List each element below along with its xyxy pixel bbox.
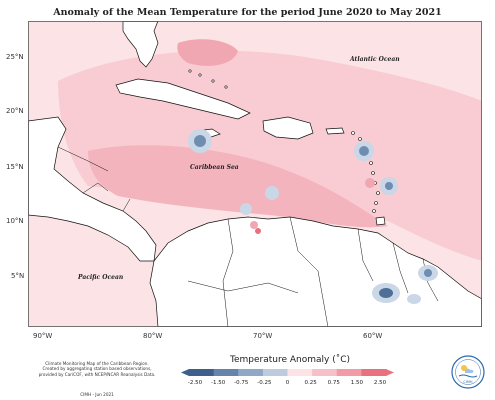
legend-tick-label: 0 bbox=[286, 380, 290, 386]
lat-label-20: 20°N bbox=[6, 107, 24, 115]
legend-arrow-low bbox=[181, 369, 189, 376]
legend-tick-label: 0.25 bbox=[305, 380, 318, 386]
legend-swatch bbox=[312, 369, 338, 376]
lon-label-80: 80°W bbox=[143, 332, 163, 340]
lat-label-5: 5°N bbox=[11, 272, 25, 280]
legend-tick-label: 2.50 bbox=[374, 380, 387, 386]
lon-label-60: 60°W bbox=[363, 332, 383, 340]
legend-tick-label: 1.50 bbox=[351, 380, 364, 386]
map-frame bbox=[28, 21, 482, 327]
legend-ticks: -2.50 -1.50 -0.75 -0.25 0 0.25 0.75 1.50 2.50 bbox=[188, 380, 387, 386]
credits-stamp: CIMH - Jun 2021 bbox=[80, 392, 114, 397]
map-title: Anomaly of the Mean Temperature for the … bbox=[53, 7, 442, 18]
legend-tick-label: -0.25 bbox=[257, 380, 272, 386]
atlantic-label: Atlantic Ocean bbox=[349, 56, 400, 63]
legend-swatch bbox=[287, 369, 313, 376]
cloud-icon bbox=[465, 368, 474, 373]
lat-label-25: 25°N bbox=[6, 53, 24, 61]
lat-label-15: 15°N bbox=[6, 163, 24, 171]
legend-tick-label: 0.75 bbox=[328, 380, 341, 386]
pacific-label: Pacific Ocean bbox=[77, 274, 123, 281]
legend-swatch bbox=[262, 369, 288, 376]
cimh-logo: CIMH bbox=[451, 355, 485, 389]
legend-tick-label: -2.50 bbox=[188, 380, 203, 386]
wave-icon bbox=[458, 374, 478, 378]
legend-title: Temperature Anomaly (˚C) bbox=[229, 355, 350, 365]
lon-label-70: 70°W bbox=[253, 332, 273, 340]
legend-swatch bbox=[213, 369, 239, 376]
sun-icon bbox=[461, 365, 467, 371]
legend-swatch bbox=[238, 369, 264, 376]
credits-line-2: Created by aggregating station based obs… bbox=[42, 366, 152, 372]
legend-tick-label: -1.50 bbox=[211, 380, 226, 386]
anomaly-zone-caribbean bbox=[88, 145, 388, 228]
credits-block: Climate Monitoring Map of the Caribbean … bbox=[12, 361, 182, 397]
legend-tick-label: -0.75 bbox=[234, 380, 249, 386]
caribbean-label: Caribbean Sea bbox=[190, 164, 239, 171]
anomaly-map: Atlantic Ocean Caribbean Sea Pacific Oce… bbox=[28, 21, 482, 327]
legend-arrow-high bbox=[386, 369, 394, 376]
logo-text: CIMH bbox=[463, 380, 472, 384]
land bbox=[28, 21, 482, 327]
legend-swatch bbox=[189, 369, 215, 376]
credits-line-3: provided by CariCOF, with NCEP/NCAR Rean… bbox=[38, 371, 156, 377]
legend-bar bbox=[181, 369, 394, 376]
legend-swatch bbox=[361, 369, 387, 376]
lat-label-10: 10°N bbox=[6, 217, 24, 225]
credits-line-1: Climate Monitoring Map of the Caribbean … bbox=[45, 361, 149, 366]
cool-anomalies bbox=[188, 129, 438, 304]
color-legend: -2.50 -1.50 -0.75 -0.25 0 0.25 0.75 1.50 2.50 bbox=[175, 368, 400, 386]
anomaly-zone-atlantic bbox=[58, 50, 482, 261]
anomaly-zone-north bbox=[177, 39, 238, 66]
warm-anomalies bbox=[250, 178, 375, 234]
legend-swatch bbox=[336, 369, 362, 376]
lon-label-90: 90°W bbox=[33, 332, 53, 340]
